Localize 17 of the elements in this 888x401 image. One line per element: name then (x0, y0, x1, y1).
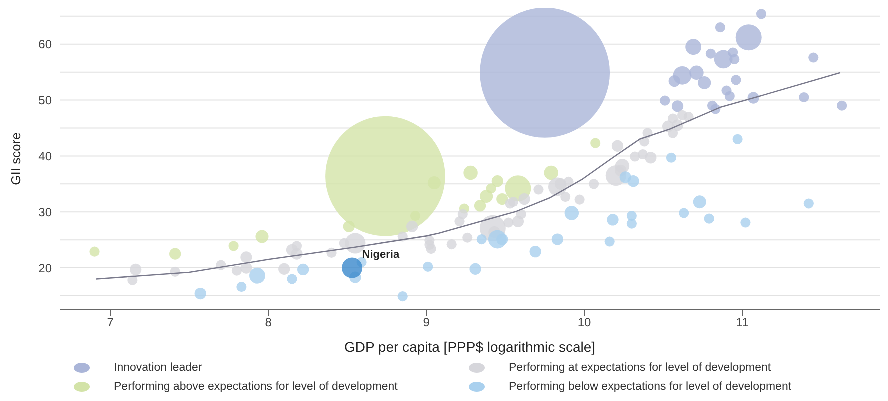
x-tick-label: 10 (578, 316, 592, 330)
legend-label: Innovation leader (114, 362, 202, 374)
y-tick-label: 20 (38, 261, 52, 276)
x-tick-label: 9 (423, 316, 430, 330)
x-tick-label: 11 (736, 316, 750, 330)
legend-label: Performing at expectations for level of development (509, 362, 772, 374)
x-tick-label: 8 (265, 316, 272, 330)
y-axis-title: GII score (8, 132, 24, 186)
annotation: Nigeria (362, 249, 400, 262)
legend-label: Performing below expectations for level of development (509, 381, 792, 393)
y-tick-label: 30 (38, 205, 52, 220)
y-tick-label: 40 (38, 149, 52, 164)
x-tick-label: 7 (107, 316, 114, 330)
y-tick-label: 60 (38, 38, 52, 52)
x-axis-title: GDP per capita [PPP$ logarithmic scale] (344, 339, 596, 355)
legend-label: Performing above expectations for level of development (114, 381, 398, 393)
y-tick-label: 50 (38, 94, 52, 108)
